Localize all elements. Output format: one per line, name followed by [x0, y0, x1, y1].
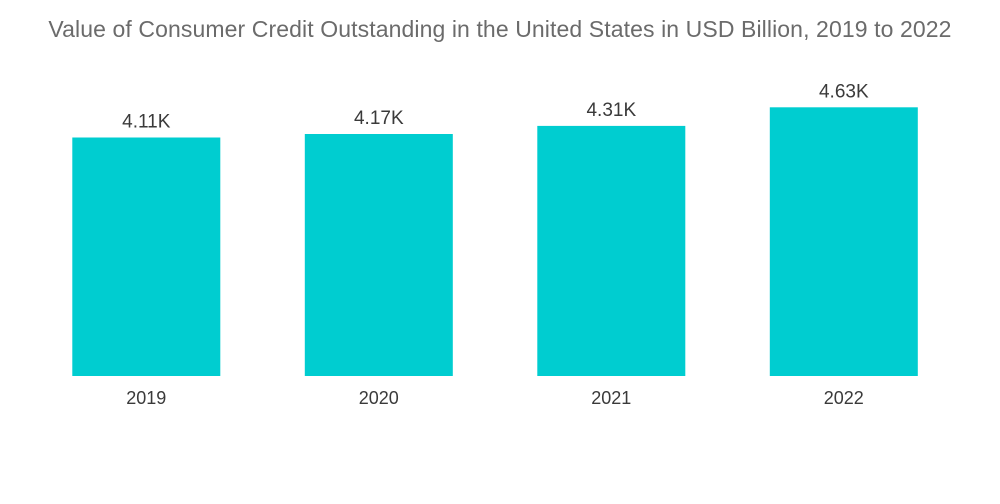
chart-title: Value of Consumer Credit Outstanding in …: [48, 16, 952, 42]
data-label-2020: 4.17K: [354, 108, 404, 129]
bar-2020: [304, 134, 453, 376]
data-label-2022: 4.63K: [819, 81, 869, 102]
bar-2022: [769, 107, 918, 377]
data-label-2021: 4.31K: [586, 100, 636, 121]
bar-2021: [537, 125, 686, 377]
x-tick-label-2019: 2019: [126, 388, 166, 408]
x-tick-label-2021: 2021: [591, 388, 631, 408]
bar-2019: [72, 137, 221, 376]
x-tick-label-2022: 2022: [824, 388, 864, 408]
x-tick-label-2020: 2020: [359, 388, 399, 408]
data-label-2019: 4.11K: [122, 112, 171, 133]
